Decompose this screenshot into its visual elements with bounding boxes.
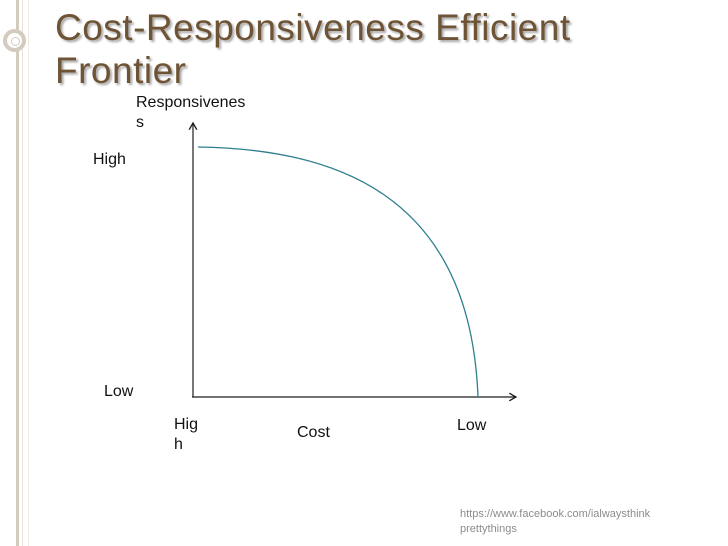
x-axis-low-label: Low (457, 417, 487, 434)
decorative-margin-line-thin (22, 0, 23, 546)
efficient-frontier-curve (197, 146, 479, 398)
decorative-circle-ornament (3, 29, 26, 52)
decorative-margin-line-faint (28, 0, 29, 546)
y-axis-low-label: Low (104, 383, 134, 400)
slide-title: Cost-Responsiveness Efficient Frontier (55, 7, 571, 91)
y-axis-high-label: High (93, 151, 126, 168)
x-axis-high-label: Hig h (174, 416, 199, 453)
source-link-text: https://www.facebook.com/ialwaysthink pr… (460, 508, 651, 535)
y-axis-label: Responsivenes s (136, 94, 246, 131)
decorative-margin-line (16, 0, 19, 546)
x-axis-label: Cost (297, 424, 330, 441)
